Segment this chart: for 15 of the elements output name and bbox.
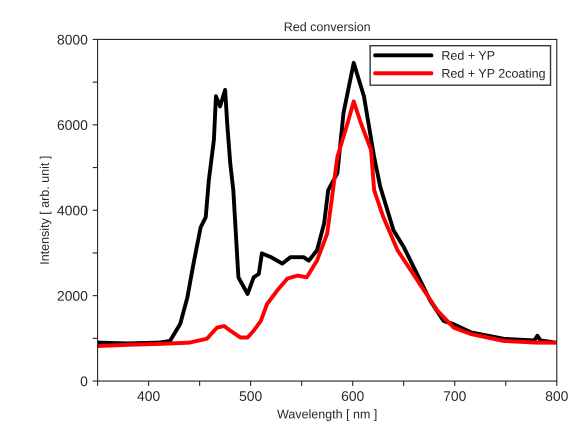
legend-label: Red + YP 2coating (442, 68, 545, 80)
y-tick-label: 4000 (57, 206, 88, 216)
y-tick-label: 6000 (58, 120, 88, 130)
legend-label: Red + YP (442, 50, 494, 60)
x-tick-label: 400 (137, 391, 160, 401)
chart-title: Red conversion (284, 22, 370, 32)
y-axis-title: Intensity [ arb. unit ] (40, 156, 52, 264)
x-tick-label: 800 (546, 391, 568, 401)
y-tick-label: 0 (80, 376, 88, 386)
y-tick-label: 2000 (58, 290, 88, 301)
x-tick-label: 600 (342, 391, 364, 401)
x-axis-title: Wavelength [ nm ] (277, 409, 376, 421)
y-tick-label: 8000 (58, 34, 88, 45)
x-tick-label: 700 (444, 391, 466, 401)
x-tick-label: 500 (240, 391, 262, 401)
